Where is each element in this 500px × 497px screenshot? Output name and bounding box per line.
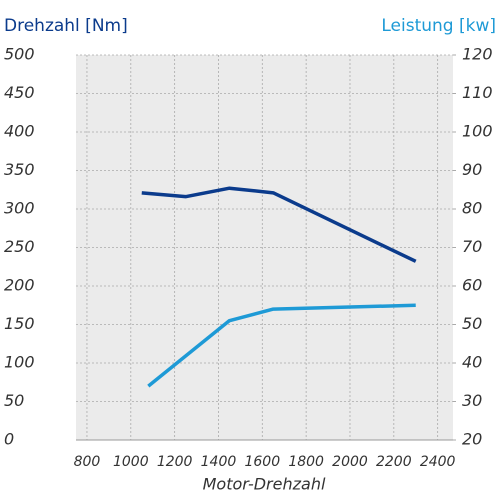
y2-tick-label: 70 xyxy=(462,237,482,256)
line-series xyxy=(141,186,417,263)
line-series xyxy=(147,303,416,388)
y-tick-label: 350 xyxy=(4,160,35,179)
y2-tick-label: 50 xyxy=(462,314,482,333)
y2-tick-label: 80 xyxy=(462,199,482,218)
y-tick-label: 400 xyxy=(4,122,35,141)
y2-tick-label: 110 xyxy=(462,83,493,102)
y-tick-label: 0 xyxy=(4,430,14,449)
y2-tick-label: 60 xyxy=(462,276,482,295)
x-tick-label: 2000 xyxy=(332,454,368,470)
y-tick-label: 300 xyxy=(4,199,35,218)
y2-axis-title: Leistung [kw] xyxy=(381,16,496,36)
x-axis-title: Motor-Drehzahl xyxy=(203,475,326,494)
y-axis-title: Drehzahl [Nm] xyxy=(4,16,128,36)
y-tick-label: 450 xyxy=(4,83,35,102)
y2-tick-label: 40 xyxy=(462,353,482,372)
y2-tick-label: 90 xyxy=(462,160,482,179)
y-tick-label: 200 xyxy=(4,276,35,295)
x-tick-label: 2400 xyxy=(420,454,456,470)
x-tick-label: 1600 xyxy=(244,454,280,470)
x-tick-label: 1200 xyxy=(157,454,193,470)
x-tick-label: 2200 xyxy=(376,454,412,470)
x-tick-label: 800 xyxy=(74,454,101,470)
x-tick-label: 1800 xyxy=(288,454,324,470)
y-tick-label: 150 xyxy=(4,314,35,333)
y2-tick-label: 100 xyxy=(462,122,493,141)
y2-tick-label: 30 xyxy=(462,391,482,410)
x-tick-label: 1400 xyxy=(201,454,237,470)
y-tick-label: 250 xyxy=(4,237,35,256)
y-tick-label: 500 xyxy=(4,45,35,64)
x-tick-label: 1000 xyxy=(113,454,149,470)
y2-tick-label: 120 xyxy=(462,45,493,64)
y2-tick-label: 20 xyxy=(462,430,482,449)
y-tick-label: 100 xyxy=(4,353,35,372)
y-tick-label: 50 xyxy=(4,391,24,410)
